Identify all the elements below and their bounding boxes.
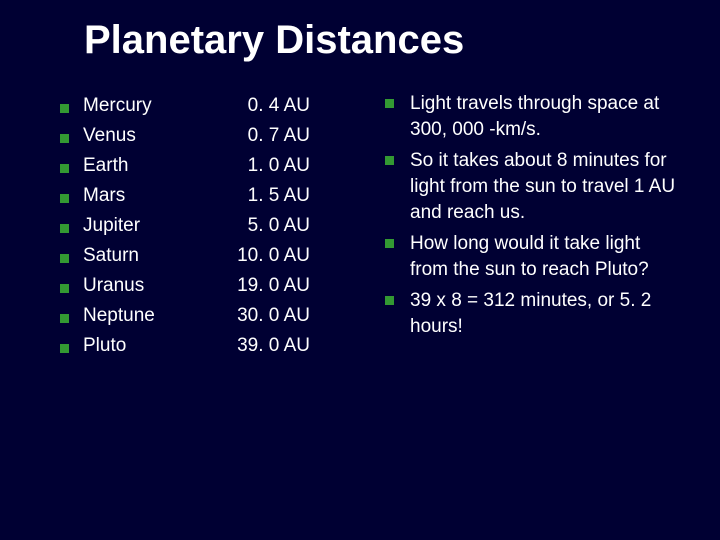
planet-name-list: Mercury Venus Earth Mars Jupiter Saturn … (60, 91, 210, 361)
bullet-icon (60, 134, 69, 143)
bullet-icon (60, 194, 69, 203)
planet-distance: 1. 0 AU (210, 151, 340, 181)
bullet-icon (385, 156, 394, 165)
planet-name: Pluto (83, 331, 126, 361)
list-item: So it takes about 8 minutes for light fr… (385, 148, 680, 225)
planet-name: Neptune (83, 301, 155, 331)
bullet-icon (60, 344, 69, 353)
list-item: Earth (60, 151, 210, 181)
notes-list: Light travels through space at 300, 000 … (385, 91, 680, 361)
note-text: Light travels through space at 300, 000 … (410, 91, 680, 142)
list-item: Mars (60, 181, 210, 211)
planet-name: Uranus (83, 271, 144, 301)
planet-name: Mercury (83, 91, 152, 121)
bullet-icon (60, 164, 69, 173)
list-item: Venus (60, 121, 210, 151)
planet-distance: 0. 7 AU (210, 121, 340, 151)
planet-distance: 1. 5 AU (210, 181, 340, 211)
bullet-icon (60, 284, 69, 293)
bullet-icon (60, 314, 69, 323)
list-item: 39 x 8 = 312 minutes, or 5. 2 hours! (385, 288, 680, 339)
planet-name: Venus (83, 121, 136, 151)
planet-distance: 0. 4 AU (210, 91, 340, 121)
planet-distance-columns: Mercury Venus Earth Mars Jupiter Saturn … (60, 91, 355, 361)
bullet-icon (385, 296, 394, 305)
list-item: Light travels through space at 300, 000 … (385, 91, 680, 142)
planet-name: Jupiter (83, 211, 140, 241)
note-text: 39 x 8 = 312 minutes, or 5. 2 hours! (410, 288, 680, 339)
planet-name: Mars (83, 181, 125, 211)
planet-distance-list: 0. 4 AU 0. 7 AU 1. 0 AU 1. 5 AU 5. 0 AU … (210, 91, 340, 361)
planet-distance: 10. 0 AU (210, 241, 340, 271)
list-item: Pluto (60, 331, 210, 361)
list-item: Mercury (60, 91, 210, 121)
planet-distance: 19. 0 AU (210, 271, 340, 301)
list-item: Jupiter (60, 211, 210, 241)
bullet-icon (60, 254, 69, 263)
list-item: Saturn (60, 241, 210, 271)
planet-name: Saturn (83, 241, 139, 271)
planet-distance: 30. 0 AU (210, 301, 340, 331)
list-item: Neptune (60, 301, 210, 331)
slide-title: Planetary Distances (84, 18, 680, 63)
list-item: Uranus (60, 271, 210, 301)
bullet-icon (60, 224, 69, 233)
planet-name: Earth (83, 151, 128, 181)
note-text: So it takes about 8 minutes for light fr… (410, 148, 680, 225)
list-item: How long would it take light from the su… (385, 231, 680, 282)
note-text: How long would it take light from the su… (410, 231, 680, 282)
content-area: Mercury Venus Earth Mars Jupiter Saturn … (60, 91, 680, 361)
planet-distance: 39. 0 AU (210, 331, 340, 361)
planet-distance: 5. 0 AU (210, 211, 340, 241)
bullet-icon (60, 104, 69, 113)
bullet-icon (385, 239, 394, 248)
bullet-icon (385, 99, 394, 108)
